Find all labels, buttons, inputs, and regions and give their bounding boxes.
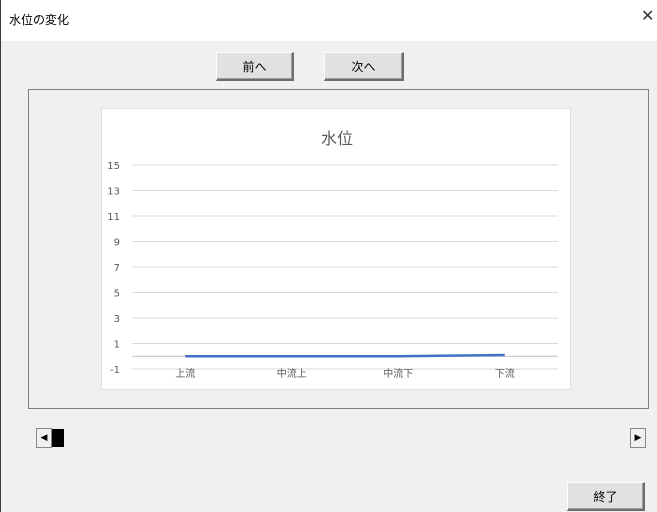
- close-icon[interactable]: ✕: [641, 6, 655, 25]
- horizontal-scrollbar[interactable]: ◀ ▶: [36, 428, 646, 448]
- y-tick-label: 7: [114, 263, 120, 274]
- series-line: [185, 353, 505, 358]
- next-button[interactable]: 次へ: [324, 52, 404, 81]
- y-tick-label: 9: [114, 238, 120, 249]
- y-tick-label: 13: [107, 187, 120, 198]
- chart-title: 水位: [321, 129, 353, 148]
- x-tick-label: 中流上: [277, 367, 307, 380]
- scroll-left-icon[interactable]: ◀: [36, 428, 52, 448]
- y-tick-label: 3: [114, 314, 120, 325]
- y-tick-label: 1: [114, 340, 120, 351]
- y-tick-label: 11: [107, 212, 120, 223]
- chart-svg: 水位 15 13 11 9 7 5 3 1 -1 上流 中流上 中流下 下流: [107, 129, 558, 380]
- x-tick-label: 中流下: [383, 367, 413, 380]
- scroll-thumb[interactable]: [52, 429, 64, 447]
- x-tick-label: 上流: [175, 367, 195, 380]
- title-bar: 水位の変化 ✕: [1, 0, 657, 41]
- y-tick-label: -1: [110, 365, 120, 376]
- chart-area: 水位 15 13 11 9 7 5 3 1 -1 上流 中流上 中流下 下流: [101, 108, 571, 390]
- exit-button[interactable]: 終了: [567, 482, 645, 511]
- scroll-right-icon[interactable]: ▶: [630, 428, 646, 448]
- y-tick-label: 5: [114, 289, 120, 300]
- y-tick-label: 15: [107, 161, 120, 172]
- x-tick-label: 下流: [495, 367, 515, 380]
- window-title: 水位の変化: [9, 13, 70, 27]
- prev-button[interactable]: 前へ: [216, 52, 294, 81]
